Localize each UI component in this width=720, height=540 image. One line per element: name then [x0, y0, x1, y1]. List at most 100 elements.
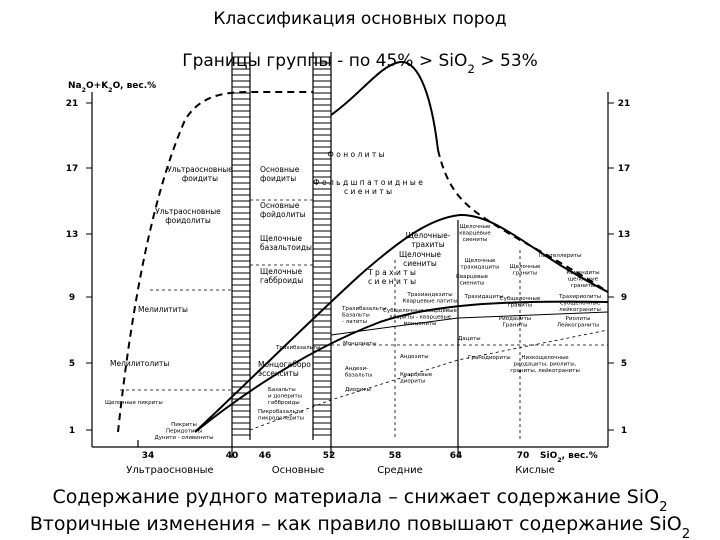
- field-label: Щелочные: [260, 267, 302, 276]
- field-label: Трахибазальты: [275, 345, 320, 351]
- text-part: SiO: [540, 451, 558, 461]
- x-tick-label: 58: [389, 451, 402, 461]
- field-label: с и е н и т ы: [368, 277, 416, 286]
- field-label: трахидациты: [461, 265, 500, 271]
- field-label: Кварцевые: [456, 274, 489, 280]
- field-label: сиениты: [460, 281, 485, 287]
- x-tick-label: 70: [517, 451, 530, 461]
- field-label: Риодациты: [499, 316, 531, 322]
- field-line: [249, 329, 609, 431]
- text-part: 2: [557, 457, 561, 464]
- y-tick-label: 5: [621, 359, 627, 369]
- field-label: Субщелочные кварцевые: [383, 308, 457, 314]
- field-label: и долериты: [268, 394, 302, 400]
- field-label: базальты: [345, 373, 372, 379]
- field-label: монцониты: [404, 321, 437, 327]
- field-label: Щелочные-: [406, 231, 451, 240]
- text-part: O+K: [86, 81, 109, 91]
- field-label: Комендиты: [566, 270, 599, 276]
- field-label: Пантеллериты: [539, 253, 582, 259]
- field-label: Щелочные: [510, 264, 541, 270]
- footer-line: Вторичные изменения – как правило повыша…: [30, 513, 690, 540]
- field-label: Ультраосновные: [155, 207, 221, 216]
- diagram: [91, 52, 609, 458]
- field-label: Андезиты: [400, 354, 429, 360]
- y-tick-label: 9: [621, 293, 627, 303]
- field-label: эссекситы: [258, 369, 299, 378]
- group-label: Ультраосновные: [126, 465, 213, 476]
- y-tick-label: 5: [69, 359, 75, 369]
- alkaline-curve: [194, 213, 609, 433]
- field-label: риодациты, риолиты,: [514, 362, 577, 368]
- field-label: Ультраосновные: [167, 165, 233, 174]
- field-label: Риолиты: [566, 316, 591, 322]
- x-tick-label: 46: [259, 451, 272, 461]
- field-label: фоидиты: [182, 174, 218, 183]
- boundary-band: [313, 52, 331, 440]
- field-label: Ф о н о л и т ы: [327, 150, 384, 159]
- text-part: , вес.%: [562, 451, 598, 461]
- field-label: диориты - кварцевые: [389, 315, 452, 321]
- field-label: кварцевые: [459, 231, 491, 237]
- text-part: O, вес.%: [113, 81, 157, 91]
- group-label: Кислые: [515, 465, 555, 476]
- field-label: лейкограниты: [559, 306, 601, 313]
- field-label: Дациты: [458, 336, 481, 342]
- field-label: Щелочные пикриты: [105, 400, 163, 406]
- field-label: диориты: [400, 379, 425, 385]
- field-label: щелочные: [568, 277, 599, 283]
- field-label: Щелочные: [465, 258, 496, 264]
- field-label: фоидолиты: [165, 216, 211, 225]
- boundary-curve: [330, 60, 439, 151]
- field-label: Трахидациты: [463, 294, 503, 300]
- text-part: Na: [68, 81, 82, 91]
- field-label: сиениты: [403, 259, 437, 268]
- x-axis-label: SiO2, вес.%: [540, 451, 598, 464]
- field-label: габброиды: [268, 400, 300, 406]
- field-label: Низкощелочные: [521, 355, 569, 361]
- text-part: Вторичные изменения – как правило повыша…: [30, 513, 682, 535]
- field-label: трахиты: [411, 240, 444, 249]
- field-label: Перидотиты: [166, 429, 202, 435]
- subtitle: Границы группы - по 45% > SiO2 > 53%: [182, 51, 538, 76]
- y-tick-label: 1: [69, 426, 75, 436]
- field-label: Базальты: [342, 313, 370, 319]
- field-label: Щелочные: [460, 224, 491, 230]
- field-label: Монцониты: [343, 341, 377, 347]
- field-label: Андези-: [345, 366, 368, 372]
- field-label: Щелочные: [260, 234, 302, 243]
- field-label: Граниты: [503, 323, 528, 329]
- text-part: 2: [108, 87, 112, 94]
- field-label: Щелочные: [399, 250, 441, 259]
- y-tick-label: 13: [618, 230, 631, 240]
- y-tick-label: 21: [618, 99, 631, 109]
- field-label: Монцогаббро: [258, 360, 311, 369]
- group-label: Основные: [272, 465, 325, 476]
- x-tick-label: 52: [323, 451, 336, 461]
- boundary-band: [232, 52, 250, 440]
- field-label: Лейкограниты: [557, 322, 599, 329]
- field-label: Пикробазальты: [258, 409, 303, 415]
- title: Классификация основных пород: [213, 9, 506, 29]
- field-label: фойдолиты: [260, 210, 306, 219]
- field-label: сиениты: [463, 237, 488, 243]
- boundary-curve: [117, 91, 313, 433]
- field-label: Трахибазальты: [341, 306, 386, 312]
- text-part: 2: [659, 500, 667, 515]
- x-tick-label: 34: [142, 451, 155, 461]
- field-label: Субщелочные: [560, 301, 601, 307]
- text-part: Содержание рудного материала – снижает с…: [52, 486, 659, 508]
- y-tick-label: 1: [621, 426, 627, 436]
- field-label: Субщелочные: [500, 296, 541, 302]
- field-label: фоидиты: [260, 174, 296, 183]
- x-tick-label: 64: [450, 451, 463, 461]
- field-label: Трахиандезиты: [406, 292, 452, 298]
- field-line: [250, 199, 313, 266]
- y-tick-label: 21: [66, 99, 79, 109]
- field-label: Основные: [260, 165, 300, 174]
- text-part: 2: [82, 87, 86, 94]
- field-label: граниты: [571, 283, 595, 289]
- field-label: Гранодиориты: [468, 355, 511, 361]
- field-label: Базальты: [268, 387, 296, 393]
